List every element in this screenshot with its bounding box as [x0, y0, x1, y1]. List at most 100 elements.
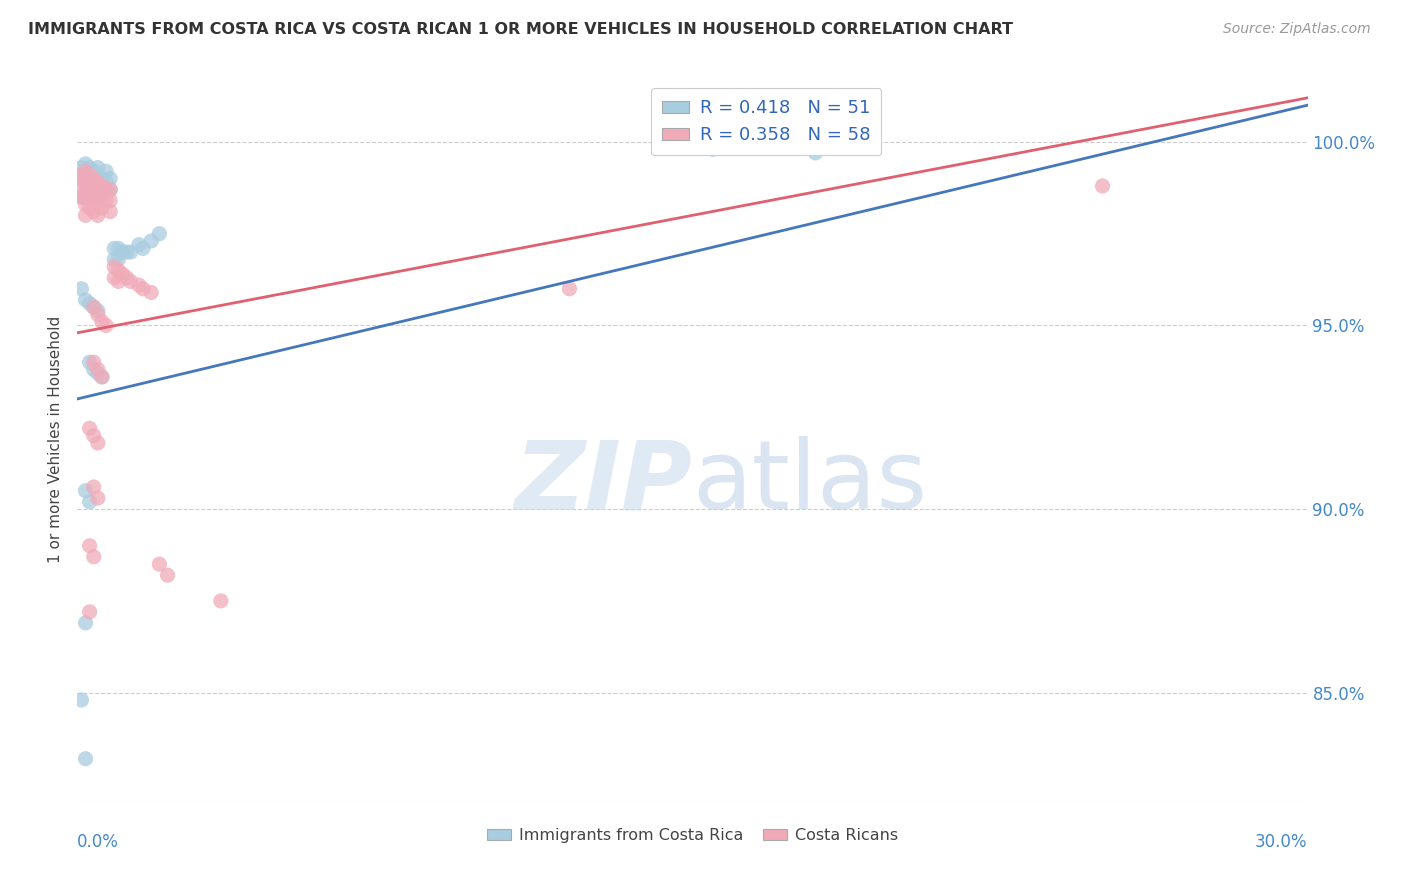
Point	[115, 270, 138, 285]
Point	[94, 175, 117, 189]
Point	[90, 178, 114, 193]
Text: IMMIGRANTS FROM COSTA RICA VS COSTA RICAN 1 OR MORE VEHICLES IN HOUSEHOLD CORREL: IMMIGRANTS FROM COSTA RICA VS COSTA RICA…	[28, 22, 1014, 37]
Point	[79, 605, 101, 619]
Point	[70, 190, 93, 204]
Point	[209, 594, 232, 608]
Point	[120, 245, 142, 260]
Legend: Immigrants from Costa Rica, Costa Ricans: Immigrants from Costa Rica, Costa Ricans	[481, 822, 904, 849]
Text: atlas: atlas	[693, 436, 928, 530]
Point	[87, 491, 110, 505]
Point	[90, 190, 114, 204]
Point	[98, 194, 121, 208]
Point	[90, 370, 114, 384]
Point	[103, 260, 125, 274]
Point	[132, 241, 155, 255]
Point	[111, 267, 134, 281]
Point	[75, 615, 97, 630]
Point	[94, 318, 117, 333]
Point	[87, 186, 110, 201]
Point	[128, 237, 150, 252]
Point	[87, 436, 110, 450]
Point	[103, 252, 125, 267]
Point	[79, 421, 101, 435]
Point	[107, 275, 129, 289]
Point	[87, 308, 110, 322]
Point	[79, 171, 101, 186]
Point	[558, 282, 581, 296]
Point	[87, 303, 110, 318]
Point	[83, 355, 105, 369]
Point	[98, 204, 121, 219]
Point	[79, 183, 101, 197]
Point	[79, 355, 101, 369]
Point	[70, 190, 93, 204]
Point	[98, 183, 121, 197]
Point	[70, 161, 93, 175]
Point	[83, 362, 105, 376]
Point	[83, 204, 105, 219]
Point	[83, 171, 105, 186]
Point	[83, 300, 105, 314]
Point	[120, 275, 142, 289]
Point	[75, 168, 97, 182]
Point	[75, 752, 97, 766]
Point	[804, 145, 827, 160]
Point	[75, 293, 97, 307]
Point	[156, 568, 179, 582]
Point	[83, 175, 105, 189]
Point	[75, 197, 97, 211]
Text: 30.0%: 30.0%	[1256, 833, 1308, 851]
Point	[79, 539, 101, 553]
Point	[75, 178, 97, 193]
Point	[90, 201, 114, 215]
Point	[83, 549, 105, 564]
Point	[90, 183, 114, 197]
Point	[107, 252, 129, 267]
Point	[90, 370, 114, 384]
Y-axis label: 1 or more Vehicles in Household: 1 or more Vehicles in Household	[48, 316, 63, 563]
Point	[83, 164, 105, 178]
Point	[94, 194, 117, 208]
Point	[702, 142, 724, 156]
Point	[83, 186, 105, 201]
Point	[141, 285, 163, 300]
Point	[75, 186, 97, 201]
Point	[83, 194, 105, 208]
Point	[79, 296, 101, 310]
Point	[94, 183, 117, 197]
Point	[98, 171, 121, 186]
Point	[148, 557, 170, 571]
Point	[87, 171, 110, 186]
Point	[115, 245, 138, 260]
Point	[103, 241, 125, 255]
Point	[141, 234, 163, 248]
Point	[87, 197, 110, 211]
Point	[90, 171, 114, 186]
Point	[111, 245, 134, 260]
Point	[87, 208, 110, 222]
Point	[87, 366, 110, 380]
Point	[75, 208, 97, 222]
Point	[79, 168, 101, 182]
Point	[87, 362, 110, 376]
Point	[83, 183, 105, 197]
Point	[128, 278, 150, 293]
Point	[75, 164, 97, 178]
Point	[79, 494, 101, 508]
Point	[107, 241, 129, 255]
Point	[1091, 178, 1114, 193]
Point	[70, 282, 93, 296]
Point	[83, 300, 105, 314]
Point	[79, 190, 101, 204]
Point	[87, 175, 110, 189]
Point	[94, 164, 117, 178]
Point	[148, 227, 170, 241]
Point	[75, 190, 97, 204]
Point	[79, 178, 101, 193]
Point	[107, 263, 129, 277]
Point	[75, 175, 97, 189]
Point	[70, 693, 93, 707]
Point	[83, 480, 105, 494]
Text: Source: ZipAtlas.com: Source: ZipAtlas.com	[1223, 22, 1371, 37]
Point	[103, 270, 125, 285]
